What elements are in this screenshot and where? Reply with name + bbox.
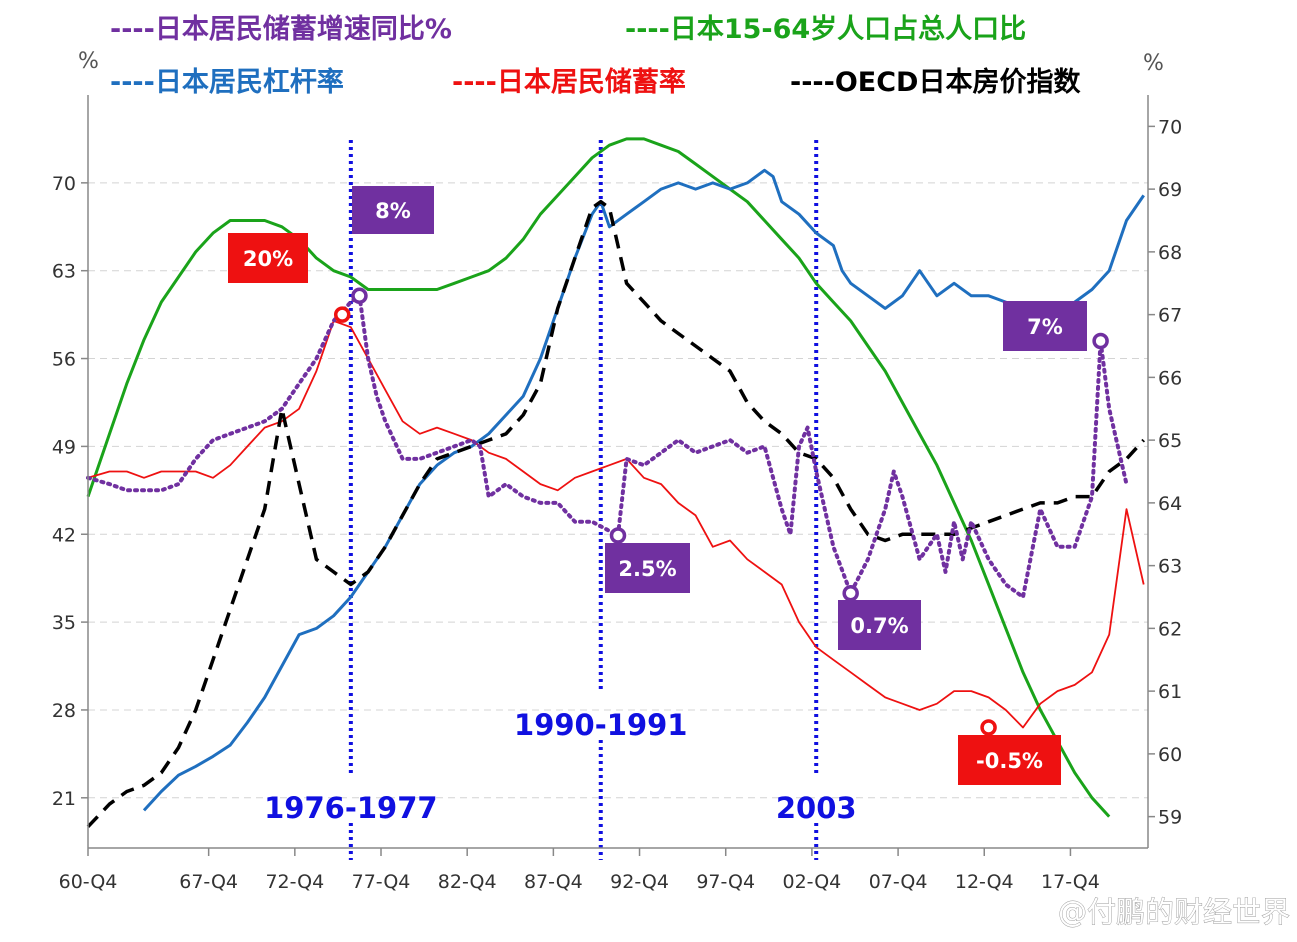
- right-tick-label: 66: [1158, 367, 1182, 389]
- callout-label: -0.5%: [976, 749, 1043, 773]
- legend-entry-oecd_house_price_index: ----OECD日本房价指数: [790, 67, 1081, 98]
- legend-entry-working_age_share: ----日本15-64岁人口占总人口比: [625, 14, 1026, 45]
- x-tick-label: 72-Q4: [265, 871, 324, 893]
- right-tick-label: 68: [1158, 242, 1182, 264]
- callout-box: [605, 543, 690, 593]
- callout-label: 8%: [375, 199, 411, 223]
- series-line-household_saving_rate: [87, 319, 1145, 729]
- left-tick-label: 42: [52, 524, 76, 546]
- right-tick-label: 70: [1158, 116, 1182, 138]
- callout-label: 20%: [243, 247, 293, 271]
- x-tick-label: 92-Q4: [610, 871, 669, 893]
- callout-label: 2.5%: [618, 557, 676, 581]
- callouts: 20% 8% 2.5% 0.7% -0.5% 7%: [228, 186, 1087, 785]
- legend-entry-household_saving_rate: ----日本居民储蓄率: [452, 66, 686, 98]
- right-tick-label: 65: [1158, 430, 1182, 452]
- callout-markers: [333, 287, 1109, 736]
- callout-box: [958, 735, 1061, 785]
- right-tick-label: 63: [1158, 556, 1182, 578]
- watermark: @付鹏的财经世界: [1058, 895, 1290, 929]
- period-label: 2003: [776, 791, 857, 825]
- callout-marker: [1092, 332, 1109, 350]
- callout-marker: [351, 287, 368, 305]
- tick-labels: 21 28 35 42 49 56 63 70 59 60 61 62 63 64 65 66 67 68 69 70…: [52, 116, 1182, 893]
- right-tick-label: 67: [1158, 305, 1182, 327]
- callout-marker: [333, 306, 351, 323]
- series-line-working_age_share: [86, 137, 1111, 818]
- callout-label: 7%: [1027, 315, 1063, 339]
- axes: [87, 95, 1149, 849]
- callout-box: [838, 600, 921, 650]
- left-tick-label: 21: [52, 788, 76, 810]
- right-tick-label: 60: [1158, 744, 1182, 766]
- left-tick-label: 35: [52, 612, 76, 634]
- left-tick-label: 28: [52, 700, 76, 722]
- callout-marker: [609, 527, 627, 544]
- left-axis-unit: %: [78, 49, 99, 74]
- right-tick-label: 64: [1158, 493, 1182, 515]
- right-axis-unit: %: [1143, 51, 1164, 76]
- left-tick-label: 49: [52, 436, 76, 458]
- left-tick-label: 56: [52, 349, 76, 371]
- right-tick-label: 59: [1158, 807, 1182, 829]
- callout-box: [352, 186, 434, 234]
- callout-box: [1003, 301, 1087, 351]
- callout-box: [228, 233, 308, 283]
- x-tick-label: 77-Q4: [352, 871, 411, 893]
- series-layer: [86, 137, 1145, 828]
- x-tick-label: 12-Q4: [955, 871, 1014, 893]
- series-line-savings_growth_yoy: [86, 293, 1129, 599]
- period-lines: [348, 140, 819, 860]
- legend: ----日本居民储蓄增速同比% ----日本15-64岁人口占总人口比 ----日本…: [110, 13, 1081, 98]
- right-tick-label: 61: [1158, 681, 1182, 703]
- x-tick-label: 07-Q4: [869, 871, 928, 893]
- left-tick-label: 63: [52, 261, 76, 283]
- left-tick-label: 70: [52, 173, 76, 195]
- x-tick-label: 02-Q4: [783, 871, 842, 893]
- callout-label: 0.7%: [850, 614, 908, 638]
- legend-entry-savings_growth_yoy: ----日本居民储蓄增速同比%: [110, 13, 452, 45]
- x-tick-label: 87-Q4: [524, 871, 583, 893]
- x-tick-label: 97-Q4: [696, 871, 755, 893]
- right-tick-label: 62: [1158, 618, 1182, 640]
- x-tick-label: 67-Q4: [179, 871, 238, 893]
- callout-marker: [980, 719, 997, 736]
- period-label: 1990-1991: [514, 708, 687, 742]
- x-tick-label: 82-Q4: [438, 871, 497, 893]
- right-tick-label: 69: [1158, 179, 1182, 201]
- legend-entry-household_leverage: ----日本居民杠杆率: [110, 66, 344, 98]
- x-tick-label: 60-Q4: [59, 871, 118, 893]
- series-line-household_leverage: [142, 168, 1145, 812]
- period-label: 1976-1977: [264, 791, 437, 825]
- callout-marker: [842, 584, 859, 602]
- x-tick-label: 17-Q4: [1041, 871, 1100, 893]
